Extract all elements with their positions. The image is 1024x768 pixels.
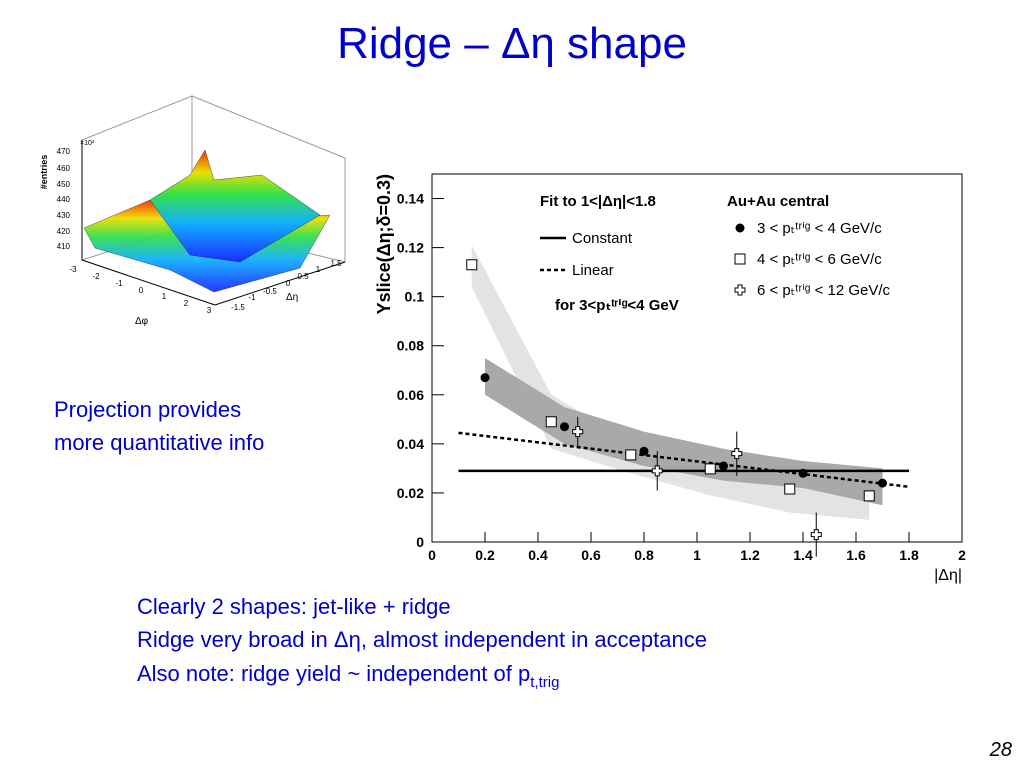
z-tick-label: 460: [57, 164, 71, 173]
y-tick-label: 0.14: [397, 191, 424, 207]
legend-label: 6 < pₜᵗʳⁱᵍ < 12 GeV/c: [757, 282, 891, 299]
point: [810, 529, 822, 541]
x-tick-label: 0.6: [581, 547, 601, 563]
point: [545, 416, 557, 428]
legend-title: Au+Au central: [727, 193, 829, 210]
point: [572, 426, 584, 438]
eta-tick-label: 1: [316, 265, 321, 274]
point: [625, 449, 637, 461]
eta-tick-label: 0: [286, 279, 291, 288]
phi-tick-label: 0: [139, 286, 144, 295]
slide-title: Ridge – Δη shape: [337, 19, 687, 68]
phi-tick-label: 2: [184, 299, 189, 308]
x-tick-label: 0.4: [528, 547, 548, 563]
phi-tick-label: 1: [162, 292, 167, 301]
x-axis-label: |Δη|: [934, 567, 962, 584]
y-axis-label: Yslice(Δη;δ=0.3): [374, 174, 394, 314]
legend-label: Linear: [572, 262, 614, 279]
eta-tick-label: 1.5: [330, 259, 342, 268]
point: [719, 461, 728, 471]
bullet: Ridge very broad in Δη, almost independe…: [137, 627, 707, 652]
point: [863, 490, 875, 502]
phi-tick-label: -2: [92, 272, 100, 281]
legend-label: 3 < pₜᵗʳⁱᵍ < 4 GeV/c: [757, 220, 882, 237]
eta-tick-label: -1: [248, 293, 256, 302]
point: [734, 253, 746, 265]
fit-note: for 3<pₜᵗʳⁱᵍ<4 GeV: [555, 297, 679, 314]
bullet-text: Also note: ridge yield ~ independent of …: [137, 661, 530, 686]
x-tick-label: 1: [693, 547, 701, 563]
eta-tick-label: -1.5: [231, 303, 245, 312]
point: [731, 448, 743, 460]
legend-label: 4 < pₜᵗʳⁱᵍ < 6 GeV/c: [757, 251, 882, 268]
point: [560, 422, 569, 432]
point: [466, 259, 478, 271]
band: [485, 358, 883, 506]
bullet: Also note: ridge yield ~ independent of …: [137, 661, 559, 691]
eta-axis-label: Δη: [286, 292, 298, 303]
x-tick-label: 2: [958, 547, 966, 563]
point: [784, 483, 796, 495]
eta-tick-label: -0.5: [263, 287, 277, 296]
bullet: Clearly 2 shapes: jet-like + ridge: [137, 594, 451, 619]
point: [798, 468, 808, 478]
z-tick-label: 410: [57, 242, 71, 251]
x-tick-label: 1.4: [793, 547, 813, 563]
x-tick-label: 0.2: [475, 547, 495, 563]
eta-tick-label: 0.5: [297, 272, 309, 281]
y-tick-label: 0.04: [397, 436, 424, 452]
z-tick-label: 440: [57, 195, 71, 204]
z-multiplier: ×10³: [80, 140, 95, 147]
phi-axis-label: Δφ: [135, 316, 149, 327]
chart: 0 0.02 0.04 0.06 0.08 0.1 0.12 0.14 0 0.2 0.4 0.6 0.…: [374, 174, 966, 584]
y-tick-label: 0.1: [405, 289, 425, 305]
y-tick-label: 0.06: [397, 387, 424, 403]
point: [878, 478, 887, 488]
point: [704, 463, 716, 475]
y-tick-label: 0.08: [397, 338, 424, 354]
point: [651, 465, 663, 477]
y-tick-label: 0.02: [397, 485, 424, 501]
z-tick-label: 470: [57, 147, 71, 156]
surface-ridge: [149, 149, 321, 263]
fit-line: [458, 431, 910, 489]
z-tick-label: 450: [57, 180, 71, 189]
x-tick-label: 0: [428, 547, 436, 563]
y-tick-label: 0: [416, 534, 424, 550]
point: [480, 373, 490, 383]
phi-tick-label: -1: [115, 279, 123, 288]
z-axis-label: #entries: [39, 155, 49, 190]
fit-title: Fit to 1<|Δη|<1.8: [540, 193, 656, 210]
side-note: Projection provides: [54, 397, 241, 422]
z-tick-label: 420: [57, 227, 71, 236]
phi-tick-label: 3: [207, 306, 212, 315]
point: [734, 284, 746, 296]
axis-line: [214, 261, 346, 306]
x-tick-label: 1.8: [899, 547, 919, 563]
point: [735, 223, 745, 233]
y-tick-label: 0.12: [397, 240, 424, 256]
x-tick-label: 0.8: [634, 547, 654, 563]
x-tick-label: 1.2: [740, 547, 760, 563]
phi-tick-label: -3: [69, 265, 77, 274]
page-number: 28: [989, 739, 1012, 761]
band: [471, 245, 870, 520]
z-tick-label: 430: [57, 211, 71, 220]
point: [639, 446, 649, 456]
legend-label: Constant: [572, 230, 633, 247]
x-tick-label: 1.6: [846, 547, 866, 563]
axis-line: [81, 259, 216, 306]
bullet-subscript: t,trig: [530, 674, 559, 691]
side-note: more quantitative info: [54, 430, 264, 455]
